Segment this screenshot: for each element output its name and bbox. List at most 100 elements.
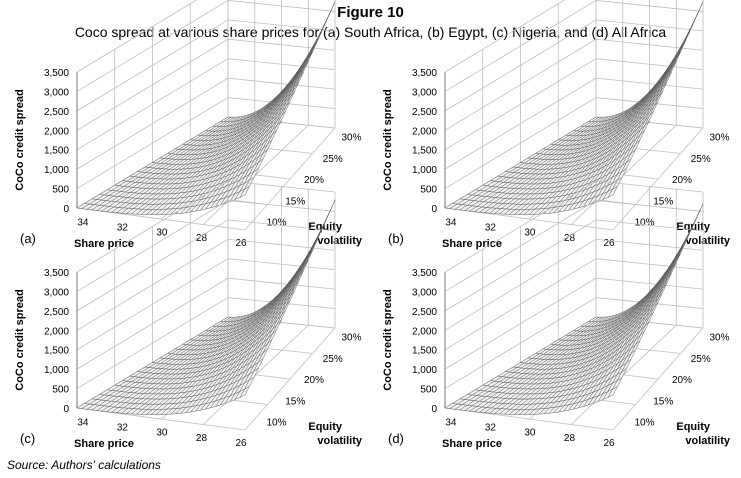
x-tick-label: 26 xyxy=(603,438,615,449)
y-tick-label: 20% xyxy=(304,175,324,186)
z-tick-labels: 0 500 1,000 1,500 2,000 2,500 3,000 3,500 xyxy=(412,268,437,415)
z-axis-title: CoCo credit spread xyxy=(382,89,394,190)
y-axis-title: Equity xyxy=(308,221,342,233)
y-tick-label: 15% xyxy=(653,196,673,207)
y-tick-label: 30% xyxy=(710,333,730,344)
gridline xyxy=(570,124,677,225)
z-tick-label: 3,500 xyxy=(412,268,437,279)
x-tick-label: 28 xyxy=(196,433,208,444)
surface-mesh xyxy=(76,1,336,215)
x-tick-label: 28 xyxy=(196,233,208,244)
gridline xyxy=(76,0,198,73)
x-tick-label: 26 xyxy=(235,238,247,249)
z-tick-label: 2,500 xyxy=(412,107,437,118)
z-tick-label: 3,000 xyxy=(412,287,437,298)
y-axis-title: volatility xyxy=(685,235,731,247)
surface-cell xyxy=(239,385,251,398)
y-tick-label: 10% xyxy=(635,418,655,429)
panel-label: (a) xyxy=(20,231,36,246)
z-tick-label: 0 xyxy=(431,204,437,215)
y-tick-label: 25% xyxy=(323,154,343,165)
z-tick-label: 3,500 xyxy=(44,268,69,279)
y-tick-label: 20% xyxy=(672,175,692,186)
y-tick-label: 30% xyxy=(710,133,730,144)
z-axis-title: CoCo credit spread xyxy=(14,89,26,190)
x-tick-labels: 34 32 30 28 26 xyxy=(445,417,615,449)
z-tick-labels: 0 500 1,000 1,500 2,000 2,500 3,000 3,500 xyxy=(412,68,437,215)
z-tick-label: 1,000 xyxy=(412,365,437,376)
y-tick-label: 20% xyxy=(672,375,692,386)
z-axis-title: CoCo credit spread xyxy=(382,289,394,390)
y-tick-labels: 10% 15% 20% 25% 30% xyxy=(267,133,362,229)
y-axis-title: volatility xyxy=(317,235,363,247)
z-tick-label: 0 xyxy=(431,404,437,415)
x-tick-label: 26 xyxy=(603,238,615,249)
chart-panel: 0 500 1,000 1,500 2,000 2,500 3,000 3,500 34 32 30… xyxy=(14,0,363,250)
x-tick-label: 34 xyxy=(445,417,457,428)
x-tick-label: 32 xyxy=(485,222,497,233)
surface-cell xyxy=(239,185,251,198)
y-tick-label: 25% xyxy=(691,154,711,165)
z-tick-label: 3,500 xyxy=(44,68,69,79)
y-tick-labels: 10% 15% 20% 25% 30% xyxy=(635,333,730,429)
z-tick-label: 500 xyxy=(52,185,69,196)
x-tick-label: 30 xyxy=(156,228,168,239)
x-axis-title: Share price xyxy=(74,438,134,450)
surface-mesh xyxy=(444,1,704,215)
gridline xyxy=(202,124,309,225)
y-axis-title: Equity xyxy=(676,421,710,433)
y-axis-title: volatility xyxy=(317,435,363,447)
x-tick-label: 26 xyxy=(235,438,247,449)
x-tick-label: 28 xyxy=(564,433,576,444)
z-tick-label: 2,000 xyxy=(44,326,69,337)
z-tick-label: 3,500 xyxy=(412,68,437,79)
z-axis-title: CoCo credit spread xyxy=(14,289,26,390)
y-axis-title: Equity xyxy=(676,221,710,233)
y-tick-label: 25% xyxy=(323,354,343,365)
surface-mesh xyxy=(444,203,704,415)
surface-mesh xyxy=(76,199,336,415)
x-tick-labels: 34 32 30 28 26 xyxy=(77,217,247,249)
source-note: Source: Authors' calculations xyxy=(7,458,161,472)
z-tick-label: 500 xyxy=(52,385,69,396)
chart-panel: 0 500 1,000 1,500 2,000 2,500 3,000 3,500 34 32 30… xyxy=(382,180,731,450)
x-tick-labels: 34 32 30 28 26 xyxy=(445,217,615,249)
panel-label: (b) xyxy=(388,231,404,246)
gridline xyxy=(202,324,309,425)
z-tick-label: 1,000 xyxy=(44,365,69,376)
y-tick-label: 15% xyxy=(285,396,305,407)
figure-title: Figure 10 xyxy=(337,4,404,21)
panel-label: (c) xyxy=(20,431,35,446)
z-tick-label: 1,500 xyxy=(412,346,437,357)
z-tick-label: 2,500 xyxy=(44,307,69,318)
x-tick-label: 34 xyxy=(445,217,457,228)
x-tick-label: 34 xyxy=(77,417,89,428)
z-tick-label: 0 xyxy=(63,404,69,415)
z-tick-label: 2,000 xyxy=(412,326,437,337)
x-tick-label: 28 xyxy=(564,233,576,244)
y-tick-label: 30% xyxy=(342,133,362,144)
y-tick-label: 10% xyxy=(635,218,655,229)
z-tick-label: 1,000 xyxy=(412,165,437,176)
surface-cell xyxy=(607,185,619,198)
gridline xyxy=(612,327,704,431)
y-tick-labels: 10% 15% 20% 25% 30% xyxy=(635,133,730,229)
y-axis-title: volatility xyxy=(685,435,731,447)
z-tick-label: 500 xyxy=(420,185,437,196)
z-tick-label: 3,000 xyxy=(44,87,69,98)
x-axis-title: Share price xyxy=(442,438,502,450)
x-tick-label: 30 xyxy=(156,428,168,439)
x-tick-label: 32 xyxy=(117,422,129,433)
chart-panel: 0 500 1,000 1,500 2,000 2,500 3,000 3,500 34 32 30… xyxy=(382,0,731,250)
z-tick-label: 1,500 xyxy=(44,346,69,357)
z-tick-label: 1,000 xyxy=(44,165,69,176)
y-axis-title: Equity xyxy=(308,421,342,433)
surface-cell xyxy=(607,386,619,398)
chart-panel: 0 500 1,000 1,500 2,000 2,500 3,000 3,500 34 32 30… xyxy=(14,180,363,450)
z-tick-label: 2,500 xyxy=(412,307,437,318)
panel-label: (d) xyxy=(388,431,404,446)
x-tick-label: 30 xyxy=(524,428,536,439)
x-axis-title: Share price xyxy=(442,238,502,250)
y-tick-label: 25% xyxy=(691,354,711,365)
